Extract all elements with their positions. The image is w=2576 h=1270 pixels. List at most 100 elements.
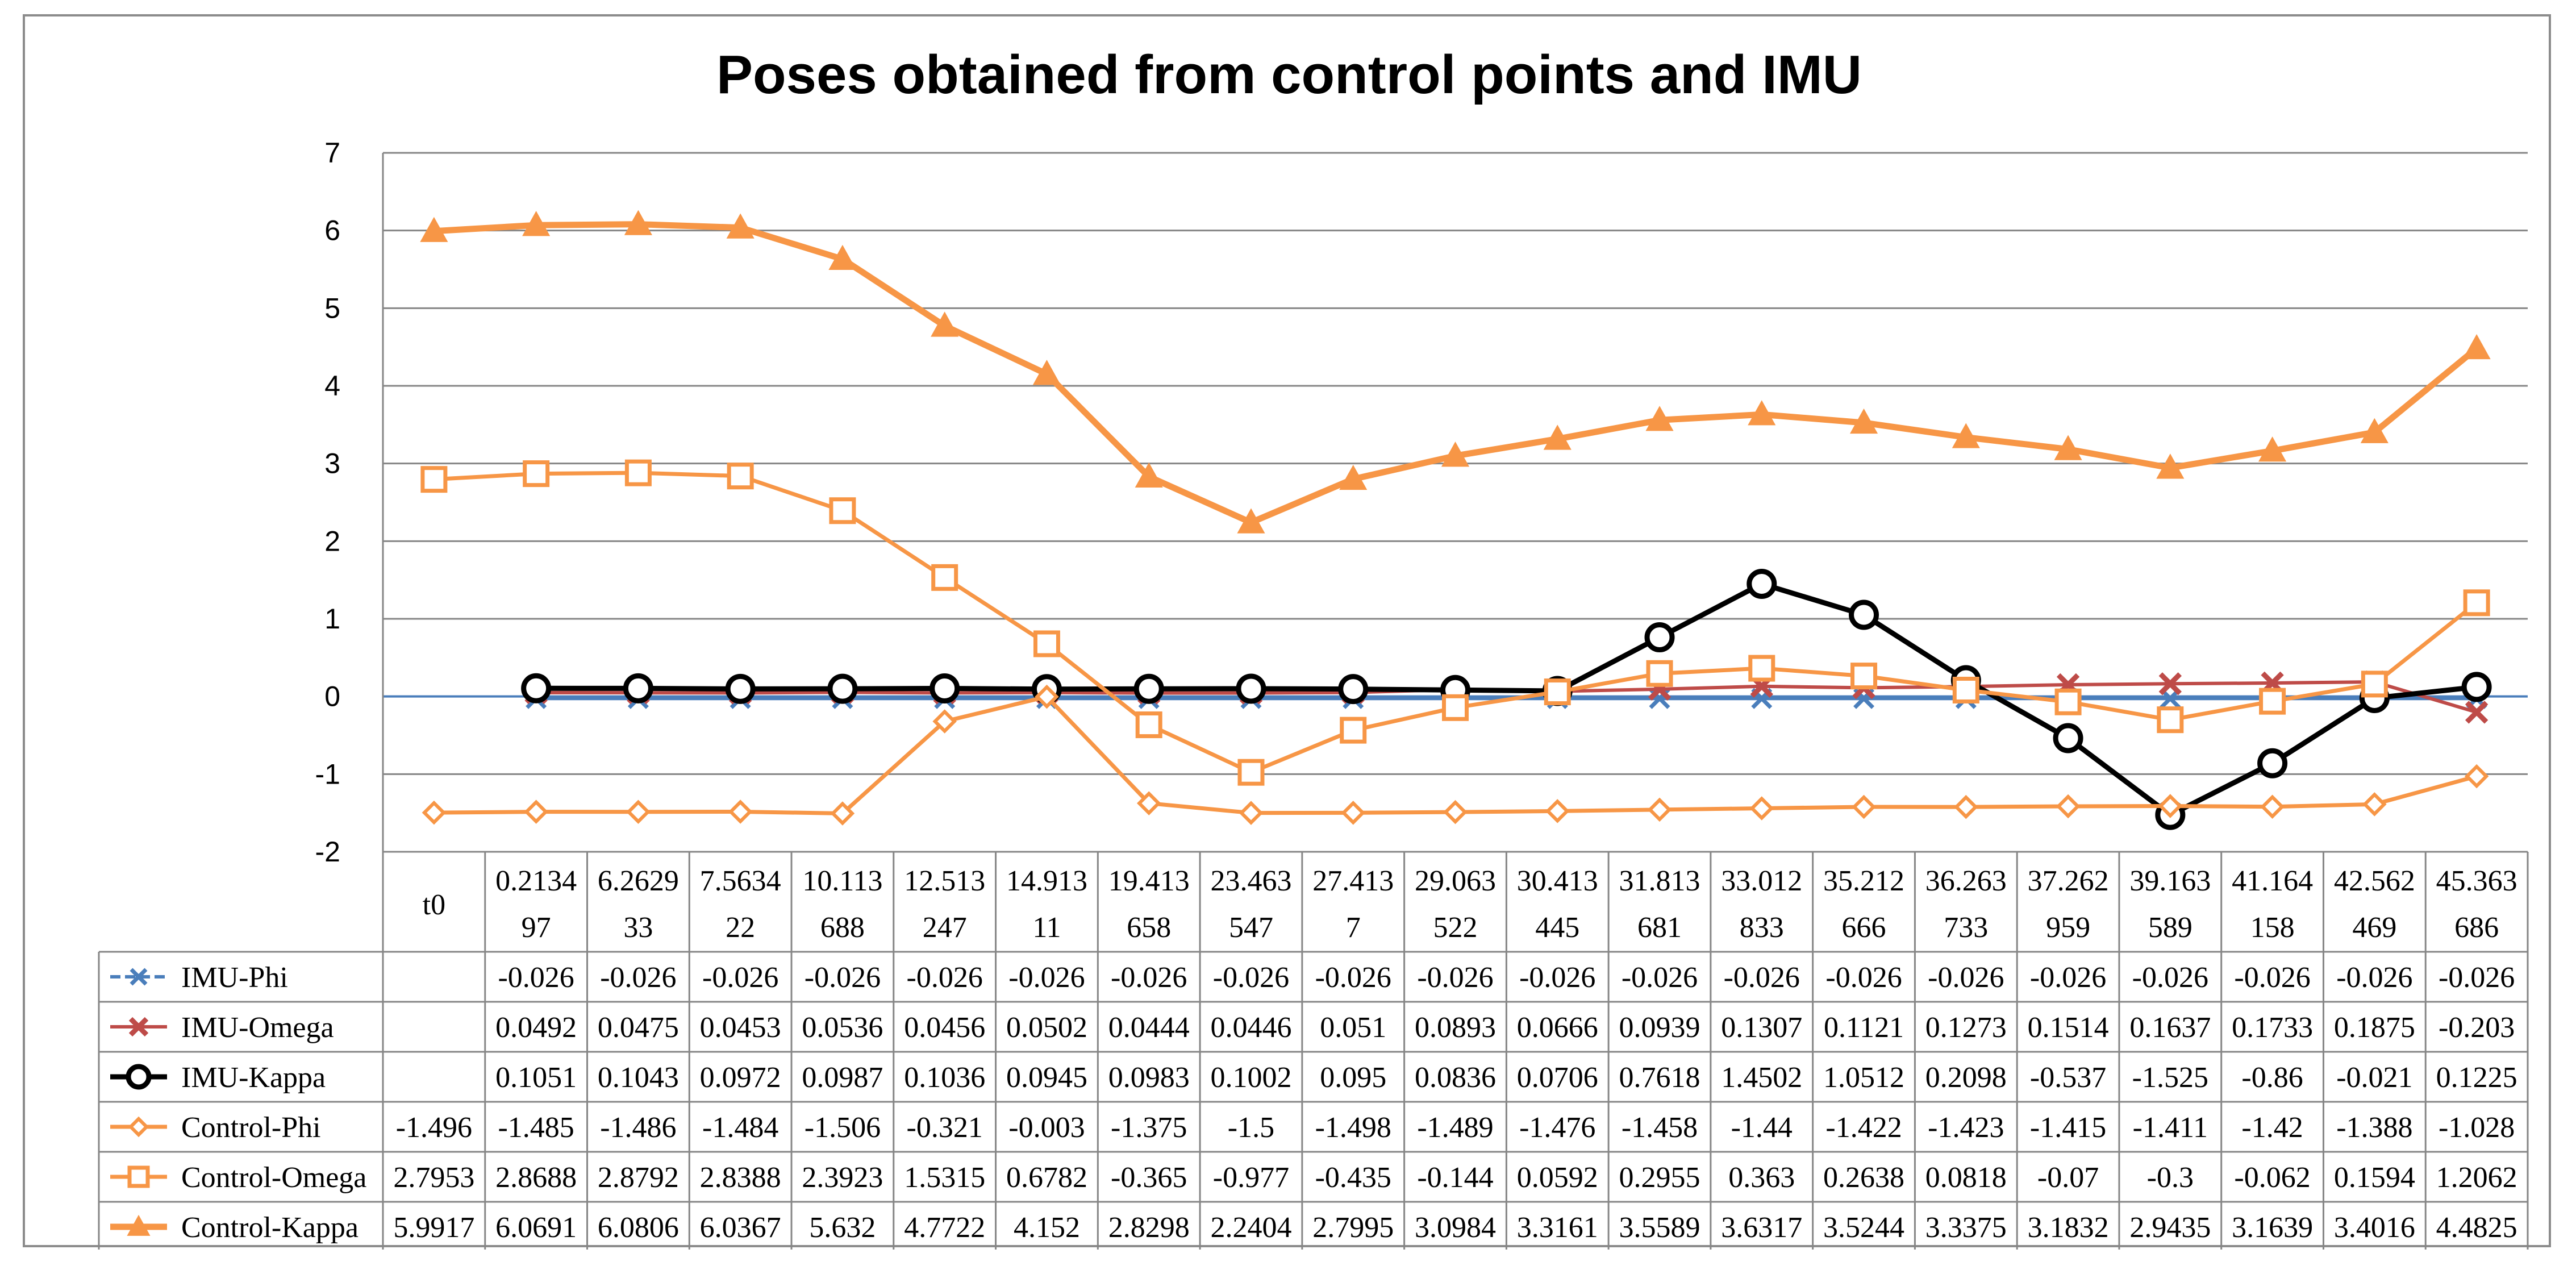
data-cell: 0.0453 <box>700 1011 781 1044</box>
gridlines <box>382 152 2528 853</box>
data-point <box>931 564 958 591</box>
data-point <box>626 800 651 824</box>
data-point <box>1033 630 1060 657</box>
data-cell: -0.026 <box>1008 961 1085 994</box>
data-cell: 0.0592 <box>1517 1161 1598 1194</box>
data-cell: 3.0984 <box>1415 1211 1496 1244</box>
legend-label: IMU-Phi <box>181 961 288 994</box>
category-label: 10.113 <box>802 865 882 897</box>
data-point <box>1849 599 1879 630</box>
data-cell: 0.1002 <box>1210 1061 1291 1094</box>
data-cell: -1.498 <box>1315 1111 1391 1144</box>
data-point <box>1338 674 1369 705</box>
category-label: 33 <box>623 911 653 944</box>
category-label: 39.163 <box>2129 865 2211 897</box>
category-label: 42.562 <box>2334 865 2415 897</box>
data-point <box>1239 801 1264 825</box>
data-point <box>127 1165 150 1188</box>
series-group <box>420 210 2492 830</box>
data-point <box>829 497 856 524</box>
data-cell: -0.026 <box>1825 961 1902 994</box>
data-cell: 1.2062 <box>2436 1161 2517 1194</box>
data-cell: 0.1514 <box>2028 1011 2109 1044</box>
data-point <box>1647 797 1672 822</box>
data-cell: -0.977 <box>1213 1161 1289 1194</box>
data-cell: -0.3 <box>2147 1161 2194 1194</box>
data-cell: -1.411 <box>2133 1111 2208 1144</box>
data-point <box>127 1214 151 1236</box>
y-tick-label: 7 <box>324 137 340 169</box>
data-point <box>1135 711 1162 739</box>
data-cell: 0.0475 <box>598 1011 679 1044</box>
category-label: 469 <box>2352 911 2396 944</box>
data-point <box>1645 406 1674 431</box>
data-point <box>2258 436 2287 462</box>
data-cell: 4.7722 <box>904 1211 985 1244</box>
data-cell: 0.6782 <box>1006 1161 1087 1194</box>
category-label: 658 <box>1127 911 1171 944</box>
data-point <box>932 709 957 734</box>
data-table: t0 0.2134 97 6.2629 33 7.5634 22 10.113 688 12.51… <box>98 851 2529 1250</box>
category-label: 686 <box>2454 911 2499 944</box>
data-point <box>931 311 959 337</box>
data-point <box>1850 408 1878 434</box>
data-cell: 3.6317 <box>1721 1211 1802 1244</box>
data-point <box>523 460 550 488</box>
data-cell: -1.422 <box>1825 1111 1902 1144</box>
data-cell: 3.5589 <box>1619 1211 1700 1244</box>
category-label: 14.913 <box>1006 865 1087 897</box>
data-point <box>1133 673 1164 704</box>
data-point <box>728 800 753 824</box>
data-cell: -0.321 <box>907 1111 983 1144</box>
data-cell: -1.44 <box>1731 1111 1793 1144</box>
data-point <box>126 1064 152 1090</box>
data-cell: 0.0666 <box>1517 1011 1598 1044</box>
data-cell: 0.363 <box>1728 1161 1795 1194</box>
data-cell: -1.415 <box>2030 1111 2106 1144</box>
data-point <box>420 466 448 493</box>
data-point <box>2464 764 2489 789</box>
category-label: 27.413 <box>1312 865 1394 897</box>
data-point <box>1543 424 1572 450</box>
data-cell: -0.026 <box>805 961 881 994</box>
data-point <box>2158 672 2182 696</box>
data-point <box>1748 400 1776 426</box>
data-cell: 0.0987 <box>802 1061 883 1094</box>
category-label: 22 <box>726 911 755 944</box>
data-cell: 6.0806 <box>598 1211 679 1244</box>
legend-label: IMU-Omega <box>181 1011 334 1044</box>
category-label: 959 <box>2046 911 2090 944</box>
data-point <box>2465 701 2489 724</box>
data-point <box>1443 800 1468 825</box>
data-point <box>1237 508 1265 534</box>
data-point <box>727 463 754 490</box>
category-label: 29.063 <box>1415 865 1496 897</box>
data-point <box>624 210 652 235</box>
data-point <box>1748 655 1775 682</box>
data-point <box>2054 688 2082 715</box>
data-point <box>1035 684 1059 709</box>
data-point <box>1236 673 1266 704</box>
data-point <box>130 968 148 986</box>
category-label: 681 <box>1637 911 1682 944</box>
data-cell: -0.203 <box>2439 1011 2515 1044</box>
data-cell: -1.486 <box>600 1111 676 1144</box>
data-cell: -1.388 <box>2336 1111 2412 1144</box>
data-cell: -0.435 <box>1315 1161 1391 1194</box>
category-label: 445 <box>1535 911 1579 944</box>
category-label: 158 <box>2250 911 2295 944</box>
data-point <box>725 673 756 704</box>
data-cell: -1.42 <box>2241 1111 2303 1144</box>
data-point <box>420 216 448 242</box>
legend-label: IMU-Kappa <box>181 1061 326 1094</box>
category-label: 247 <box>923 911 967 944</box>
data-cell: 2.8388 <box>700 1161 781 1194</box>
data-point <box>1441 442 1470 467</box>
data-point <box>623 673 653 703</box>
category-label: 833 <box>1740 911 1784 944</box>
data-cell: -0.026 <box>1519 961 1595 994</box>
category-label: 7 <box>1346 911 1361 944</box>
data-point <box>2257 748 2288 778</box>
data-cell: 0.095 <box>1320 1061 1386 1094</box>
data-point <box>1544 678 1571 706</box>
